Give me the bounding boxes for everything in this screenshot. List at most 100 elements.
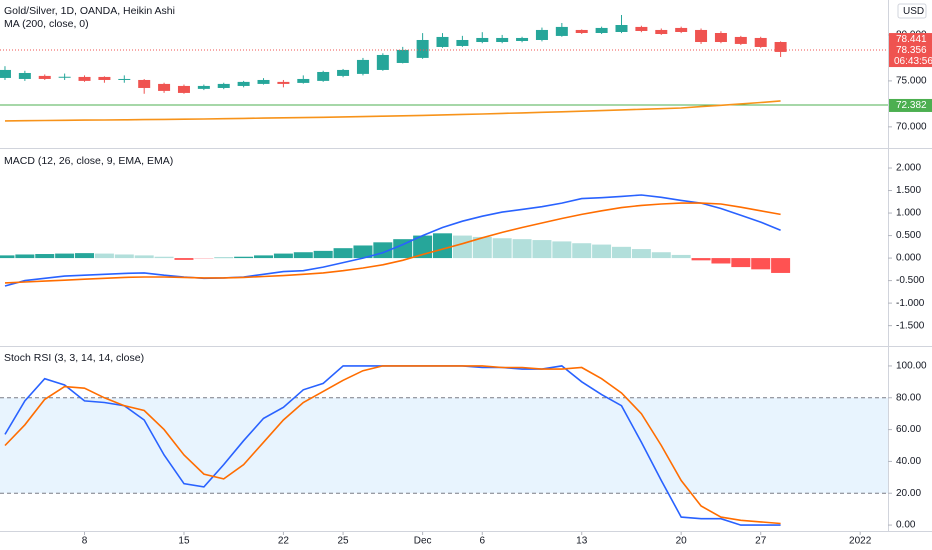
y-tick-label: -1.500 [896,320,925,331]
histogram-bar [552,241,572,259]
x-tick-label: 6 [480,536,486,547]
histogram-bar [731,258,751,268]
y-tick-label: 80.00 [896,392,921,403]
candle-body [655,29,668,35]
histogram-bar [452,235,472,259]
candle-body [277,81,290,84]
histogram-bar [0,255,15,259]
histogram-bar [433,233,453,259]
histogram-bar [273,253,293,259]
price-label: 72.382 [896,100,927,111]
candle-body [555,26,568,36]
x-tick-label: 13 [576,536,588,547]
y-tick-label: 1.000 [896,208,921,219]
histogram-bar [671,254,691,259]
candle-body [535,29,548,40]
x-tick-label: 25 [338,536,350,547]
y-tick-label: 20.00 [896,488,921,499]
y-tick-label: 0.500 [896,230,921,241]
currency-box [897,3,927,19]
histogram-bar [492,238,512,259]
histogram-bar [293,252,313,259]
candle-body [476,37,489,43]
y-tick-label: 0.00 [896,520,916,531]
pane-title: MACD (12, 26, close, 9, EMA, EMA) [4,155,173,167]
candle-body [138,79,151,88]
candle-body [496,37,509,43]
y-tick-label: 0.000 [896,253,921,264]
histogram-bar [194,258,214,259]
candle-body [595,27,608,34]
candle-body [516,37,529,41]
histogram-bar [572,243,592,259]
candle-body [714,33,727,43]
candle-body [635,26,648,31]
candle-body [695,29,708,43]
histogram-bar [134,255,154,259]
stoch-line [4,365,781,525]
histogram-bar [393,239,413,259]
countdown: 06:43:56 [894,56,932,67]
candle-body [18,72,31,79]
histogram-bar [154,256,174,259]
candle-body [396,49,409,63]
candle-body [317,71,330,81]
y-tick-label: 60.00 [896,424,921,435]
candle-body [456,39,469,46]
y-tick-label: 2.000 [896,163,921,174]
histogram-bar [254,255,274,259]
y-tick-label: -0.500 [896,275,925,286]
x-tick-label: 22 [278,536,290,547]
price-label-box [889,44,932,57]
candle-body [0,69,11,78]
histogram-bar [114,254,134,259]
macd-line [4,194,781,287]
y-tick-label: 40.00 [896,456,921,467]
candle-body [237,81,250,86]
histogram-bar [592,244,612,259]
histogram-bar [333,248,353,259]
price-label: 78.356 [896,45,927,56]
histogram-bar [771,258,791,273]
candle-body [734,36,747,44]
candle-body [38,75,51,79]
y-tick-label: -1.000 [896,298,925,309]
histogram-bar [751,258,771,270]
histogram-bar [174,258,194,260]
histogram-bar [234,256,254,259]
histogram-bar [75,253,95,259]
pane-title: Gold/Silver, 1D, OANDA, Heikin Ashi [4,5,175,17]
countdown-box [889,55,932,68]
x-tick-label: 27 [755,536,767,547]
histogram-bar [472,236,492,259]
histogram-bar [631,249,651,259]
histogram-bar [711,258,731,264]
candle-body [675,27,688,32]
histogram-bar [35,254,55,259]
candle-body [98,76,111,80]
candle-body [78,76,91,81]
histogram-bar [353,245,373,259]
candle-body [177,85,190,93]
x-tick-label: 2022 [849,536,872,547]
pane-title: Stoch RSI (3, 3, 14, 14, close) [4,352,144,364]
x-tick-label: 15 [178,536,190,547]
candle-body [416,39,429,58]
candle-body [774,42,787,52]
y-tick-label: 75.000 [896,76,927,87]
candle-body [356,59,369,74]
x-tick-label: Dec [414,536,432,547]
candle-body [118,78,131,80]
candle-body [754,37,767,47]
histogram-bar [15,254,35,259]
candle-body [257,79,270,84]
x-tick-label: 8 [82,536,88,547]
histogram-bar [55,253,75,259]
histogram-bar [512,239,532,259]
y-tick-label: 1.500 [896,185,921,196]
candle-body [575,29,588,34]
candle-body [376,54,389,70]
indicator-label: MA (200, close, 0) [4,18,89,30]
histogram-bar [612,246,632,259]
